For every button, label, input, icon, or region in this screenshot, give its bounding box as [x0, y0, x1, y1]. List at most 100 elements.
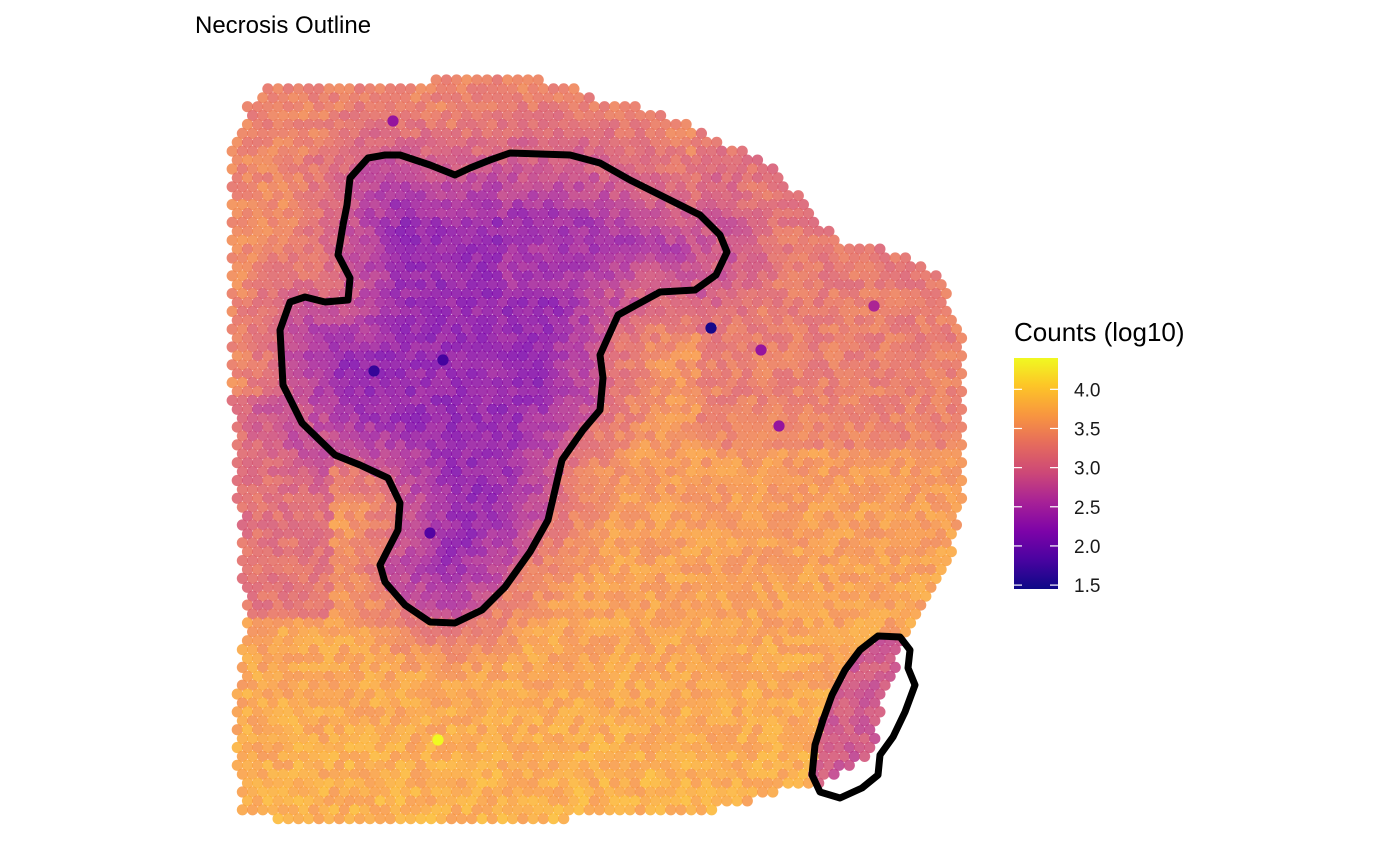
- spot: [553, 181, 565, 193]
- spot: [639, 136, 651, 148]
- spot: [323, 243, 335, 255]
- spot: [731, 207, 743, 220]
- spot: [400, 127, 412, 139]
- spot: [252, 172, 264, 184]
- spot: [420, 234, 432, 246]
- spot: [241, 154, 254, 166]
- spot: [721, 190, 733, 202]
- spot: [359, 216, 371, 228]
- spot: [502, 216, 514, 228]
- spot: [303, 101, 315, 113]
- spot: [486, 83, 498, 95]
- spot: [537, 172, 549, 184]
- spot: [629, 225, 641, 237]
- spot: [491, 163, 503, 175]
- spot: [400, 92, 412, 104]
- spot: [461, 145, 473, 157]
- spot: [461, 110, 473, 122]
- spot: [277, 145, 289, 157]
- spot: [298, 199, 310, 211]
- spot: [802, 225, 815, 237]
- spot: [680, 172, 692, 184]
- spot: [649, 225, 662, 237]
- spot: [777, 199, 789, 211]
- spot: [241, 118, 254, 131]
- spot: [262, 225, 274, 237]
- spot: [690, 172, 702, 184]
- spot: [241, 225, 254, 237]
- spot: [384, 136, 396, 148]
- spot: [445, 118, 458, 131]
- spot: [394, 83, 407, 95]
- spot: [547, 172, 560, 184]
- spot: [573, 216, 585, 228]
- spot: [328, 181, 340, 193]
- spot: [435, 136, 447, 148]
- spot: [558, 172, 570, 184]
- spot: [593, 199, 606, 211]
- spot: [706, 252, 718, 264]
- spot: [272, 83, 284, 95]
- spot: [583, 216, 595, 228]
- spot: [614, 199, 626, 211]
- spot: [726, 234, 738, 246]
- spot: [624, 234, 636, 246]
- spot: [568, 243, 580, 255]
- spot: [777, 216, 789, 228]
- spot: [359, 145, 371, 157]
- spot: [374, 101, 386, 113]
- spot: [374, 136, 386, 148]
- spot: [318, 252, 330, 264]
- spot: [456, 136, 468, 148]
- spot: [298, 92, 310, 104]
- spot: [655, 181, 667, 193]
- spot: [308, 92, 320, 104]
- spot: [532, 74, 544, 86]
- spot: [435, 243, 447, 255]
- spot: [609, 207, 621, 220]
- spot: [527, 172, 539, 184]
- spot: [257, 163, 269, 175]
- spot: [583, 252, 595, 264]
- spot: [384, 190, 396, 202]
- spot: [491, 74, 503, 86]
- spot: [568, 225, 580, 237]
- spot: [583, 127, 595, 139]
- spot: [420, 181, 432, 193]
- spot: [481, 181, 493, 193]
- spot: [257, 145, 269, 157]
- spot: [624, 199, 636, 211]
- spot: [629, 190, 641, 202]
- spot: [420, 92, 432, 104]
- spot: [308, 199, 320, 211]
- spot: [604, 199, 616, 211]
- spot: [394, 136, 407, 148]
- spot: [257, 92, 269, 104]
- spot: [267, 163, 279, 175]
- spot: [440, 145, 452, 157]
- spot: [415, 83, 427, 95]
- spot: [726, 145, 738, 157]
- spot: [690, 225, 702, 237]
- spot: [496, 172, 509, 184]
- spot: [757, 163, 769, 175]
- spot: [364, 243, 376, 255]
- spot: [226, 163, 238, 175]
- spot: [777, 234, 789, 246]
- spot: [762, 243, 774, 255]
- spot: [226, 145, 238, 157]
- spot: [272, 172, 284, 184]
- spot: [583, 199, 595, 211]
- spot: [323, 83, 335, 95]
- spot: [537, 136, 549, 148]
- spot: [502, 127, 514, 139]
- spot: [537, 225, 549, 237]
- spot: [486, 243, 498, 255]
- spot: [685, 145, 697, 157]
- spot: [303, 243, 315, 255]
- spot: [318, 127, 330, 139]
- spot: [466, 136, 478, 148]
- spot: [252, 118, 264, 131]
- spot: [563, 92, 575, 104]
- spot: [808, 216, 820, 228]
